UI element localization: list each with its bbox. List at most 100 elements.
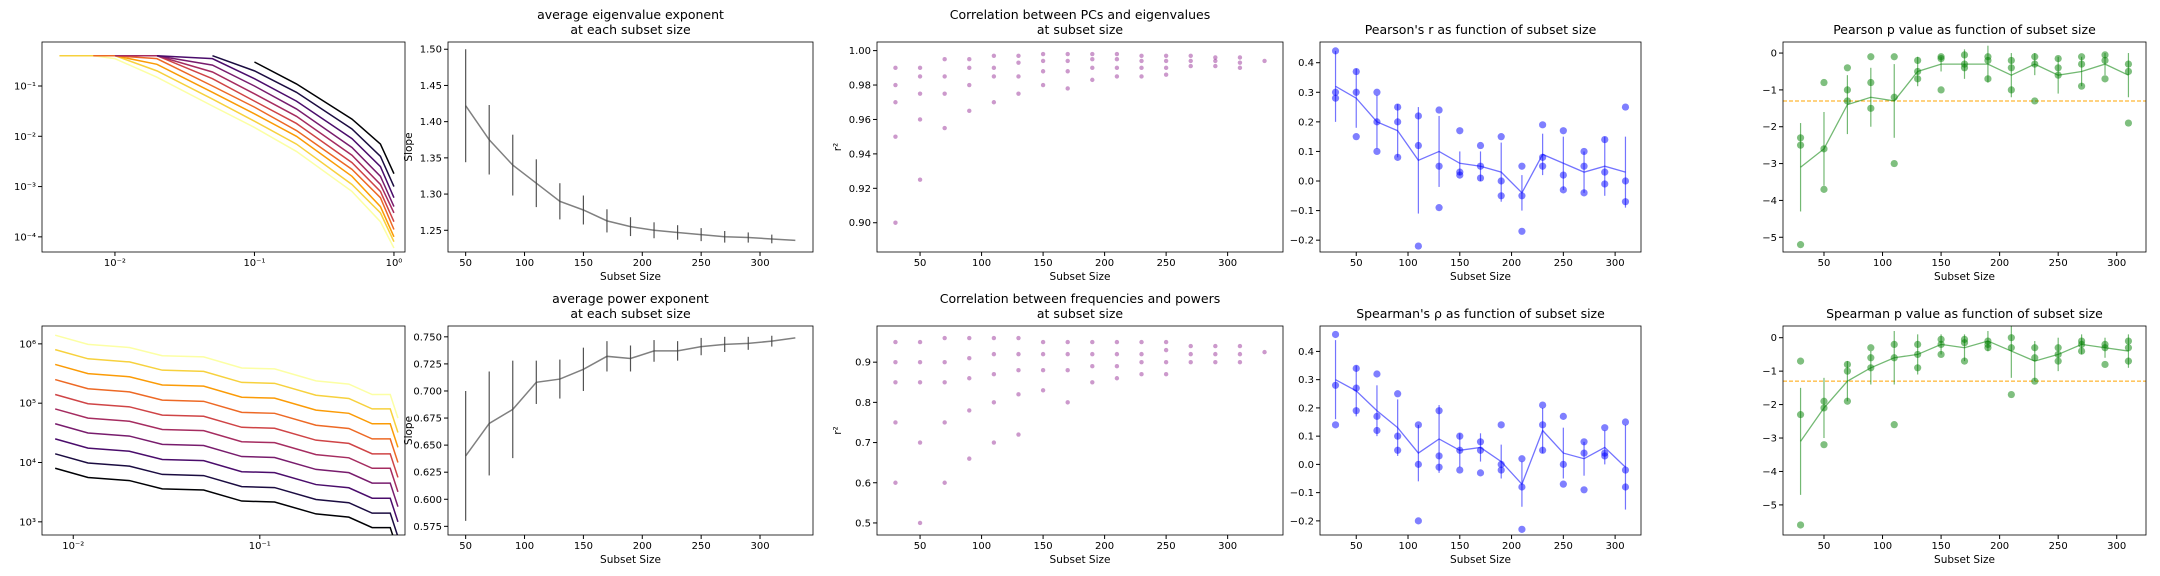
point [991,53,997,58]
point [1394,432,1402,440]
subplot: 50 100 150 200 250 300 0.575 0.600 0.625 0.650 0.6… [403,291,814,566]
x-tick-label: 200 [1095,541,1114,552]
point [1090,380,1095,385]
x-tick-label: 250 [2049,541,2068,552]
point [917,177,923,182]
point [1065,86,1070,91]
point [1960,51,1969,59]
point [1539,446,1547,454]
point [893,420,898,425]
point [917,440,923,445]
x-tick-label: 250 [1157,258,1176,269]
point [967,65,972,71]
x-tick-label: 100 [1873,258,1892,269]
x-tick-label: 100 [1873,541,1892,552]
point [1213,343,1218,349]
point [1373,370,1381,378]
y-tick-label: 0.600 [413,495,442,506]
point [1518,192,1526,200]
x-tick-label: 250 [1554,541,1573,552]
point [1016,60,1021,65]
x-axis-label: Subset Size [1934,271,1995,283]
y-tick-label: 0.8 [855,398,871,409]
point [2031,344,2039,352]
x-tick-label: 50 [914,541,927,552]
spectrum-line [114,54,395,214]
point [2077,60,2086,68]
y-tick-label: 10⁵ [19,399,36,410]
point [1090,339,1095,345]
x-tick-label: 10⁻² [62,541,84,552]
point [1188,343,1193,349]
subplot: 50 100 150 200 250 300 −5 −4 −3 −2 −1 0 Spearman p v… [1762,306,2147,566]
point [917,65,923,71]
point [2101,75,2109,83]
chart-title: at subset size [1037,22,1124,37]
x-tick-label: 100 [1398,541,1417,552]
point [1456,127,1464,135]
point [1163,347,1169,353]
point [1435,106,1443,114]
point [1518,525,1526,533]
point [1114,65,1120,71]
point [1518,227,1526,235]
point [1237,351,1243,357]
y-tick-label: 10³ [19,517,36,528]
point [1114,57,1120,62]
x-tick-label: 50 [1818,258,1831,269]
x-tick-label: 300 [2107,258,2126,269]
x-tick-label: 250 [692,258,711,269]
spectrum-line [54,423,399,507]
point [1820,397,1828,405]
point [1867,78,1875,87]
point [1559,127,1567,135]
point [1601,180,1609,188]
x-tick-label: 10⁰ [386,258,403,269]
point [1890,340,1898,348]
point [1559,460,1567,468]
point [967,57,972,62]
x-tick-label: 200 [1990,258,2009,269]
x-tick-label: 100 [515,541,534,552]
point [1518,483,1526,491]
chart-title: at each subset size [570,22,691,37]
subplot: 50 100 150 200 250 300 −0.2 −0.1 0.0 0.1 0.2 0.3 0.4… [1290,306,1642,566]
point [2124,60,2133,68]
point [1237,65,1243,71]
point [1867,354,1875,362]
y-tick-label: 10⁻¹ [14,82,36,93]
point [1040,351,1046,357]
y-tick-label: −1 [1762,367,1777,378]
x-tick-label: 150 [1450,541,1469,552]
point [2031,60,2039,68]
point [991,440,997,445]
point [1914,364,1922,372]
point [1435,162,1443,170]
point [1373,412,1381,420]
point [1331,330,1340,339]
point [1139,359,1144,365]
point [1867,344,1875,352]
point [1188,359,1193,365]
point [1539,401,1547,409]
point [2124,357,2133,365]
point [1843,367,1852,375]
point [1163,58,1169,64]
point [1539,121,1547,129]
point [1435,452,1443,460]
point [1139,351,1144,357]
spectrum-line [54,378,399,463]
x-tick-label: 200 [1095,258,1114,269]
point [1040,82,1046,88]
point [1890,421,1898,429]
point [1518,455,1526,463]
axes-frame [1319,325,1642,536]
point [1796,134,1805,142]
axes-frame [41,325,406,536]
point [1016,335,1021,341]
x-tick-label: 50 [1818,541,1831,552]
point [1163,65,1169,71]
subplot: 10⁻² 10⁻¹ 10⁰ 10⁻⁴ 10⁻³ 10⁻² 10⁻¹ [14,41,406,269]
x-tick-label: 250 [2049,258,2068,269]
point [893,65,898,71]
